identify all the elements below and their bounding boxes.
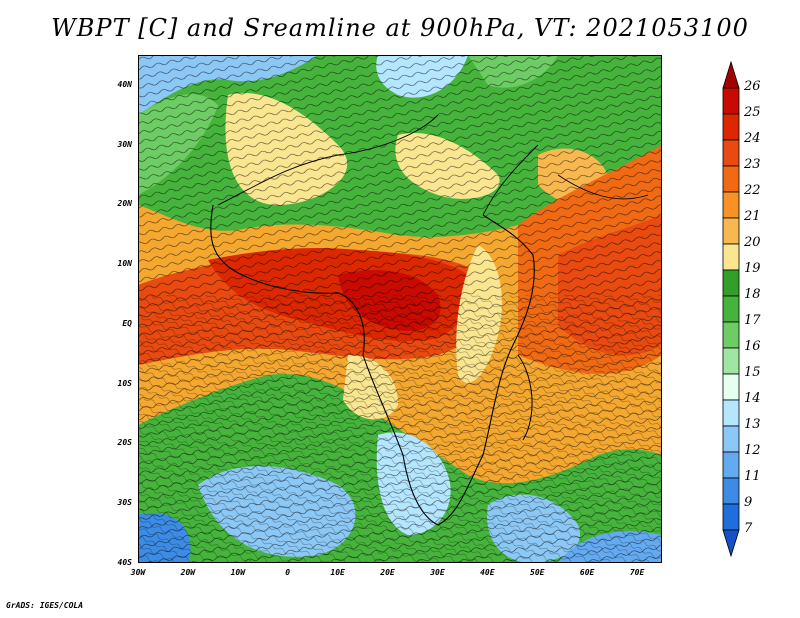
colorbar-label: 23 <box>744 157 761 172</box>
colorbar-segment <box>722 321 740 349</box>
colorbar-label: 14 <box>744 391 761 406</box>
colorbar-segment <box>722 87 740 115</box>
x-tick-label: 20W <box>180 568 196 577</box>
colorbar-label: 22 <box>744 183 761 198</box>
colorbar-label: 25 <box>744 105 761 120</box>
colorbar-segment <box>722 425 740 453</box>
colorbar-label: 18 <box>744 287 761 302</box>
colorbar-arrow-bottom <box>722 529 740 558</box>
colorbar-segment <box>722 269 740 297</box>
x-tick-label: 10E <box>330 568 345 577</box>
map-field <box>138 55 662 563</box>
colorbar-label: 15 <box>744 365 761 380</box>
colorbar-label: 24 <box>744 131 761 146</box>
y-tick-label: 20S <box>117 438 132 448</box>
colorbar-label: 20 <box>744 235 761 250</box>
colorbar-segment <box>722 113 740 141</box>
colorbar-segment <box>722 243 740 271</box>
colorbar-segment <box>722 503 740 531</box>
y-tick-label: 30S <box>117 498 132 508</box>
weather-map <box>138 55 662 563</box>
x-tick-label: 50E <box>530 568 545 577</box>
x-tick-label: 30W <box>130 568 146 577</box>
colorbar-segment <box>722 347 740 375</box>
credit-text: GrADS: IGES/COLA <box>6 601 84 610</box>
y-tick-label: 10S <box>117 378 132 388</box>
y-tick-label: 40S <box>117 558 132 567</box>
colorbar-label: 13 <box>744 417 761 432</box>
y-tick-label: 20N <box>117 199 132 209</box>
colorbar-segment <box>722 399 740 427</box>
colorbar-segment <box>722 139 740 167</box>
colorbar-label: 12 <box>744 443 761 458</box>
colorbar-segment <box>722 295 740 323</box>
x-tick-label: 60E <box>579 568 595 577</box>
colorbar-segment <box>722 165 740 193</box>
colorbar-label: 9 <box>744 495 753 510</box>
x-tick-label: 30E <box>430 568 445 577</box>
colorbar-label: 17 <box>744 313 761 328</box>
x-tick-label: 40E <box>480 568 495 577</box>
colorbar-segment <box>722 477 740 505</box>
x-tick-label: 20E <box>380 568 395 577</box>
colorbar-label: 26 <box>744 79 761 94</box>
colorbar-label: 21 <box>744 209 761 224</box>
y-tick-label: EQ <box>122 318 132 328</box>
colorbar-label: 19 <box>744 261 761 276</box>
x-tick-label: 10W <box>230 568 246 577</box>
map-title: WBPT [C] and Sreamline at 900hPa, VT: 20… <box>51 14 749 42</box>
colorbar-segment <box>722 191 740 219</box>
colorbar-segment <box>722 373 740 401</box>
map-frame <box>138 55 662 563</box>
colorbar-arrow-top <box>722 60 740 89</box>
colorbar-segment <box>722 217 740 245</box>
y-tick-label: 40N <box>117 79 132 89</box>
x-tick-label: 70E <box>629 568 645 577</box>
y-tick-label: 10N <box>117 259 132 269</box>
colorbar-label: 7 <box>744 521 753 536</box>
colorbar-segment <box>722 451 740 479</box>
x-tick-label: 0 <box>285 568 291 577</box>
colorbar-label: 11 <box>744 469 761 484</box>
y-tick-label: 30N <box>117 139 132 149</box>
colorbar-label: 16 <box>744 339 761 354</box>
